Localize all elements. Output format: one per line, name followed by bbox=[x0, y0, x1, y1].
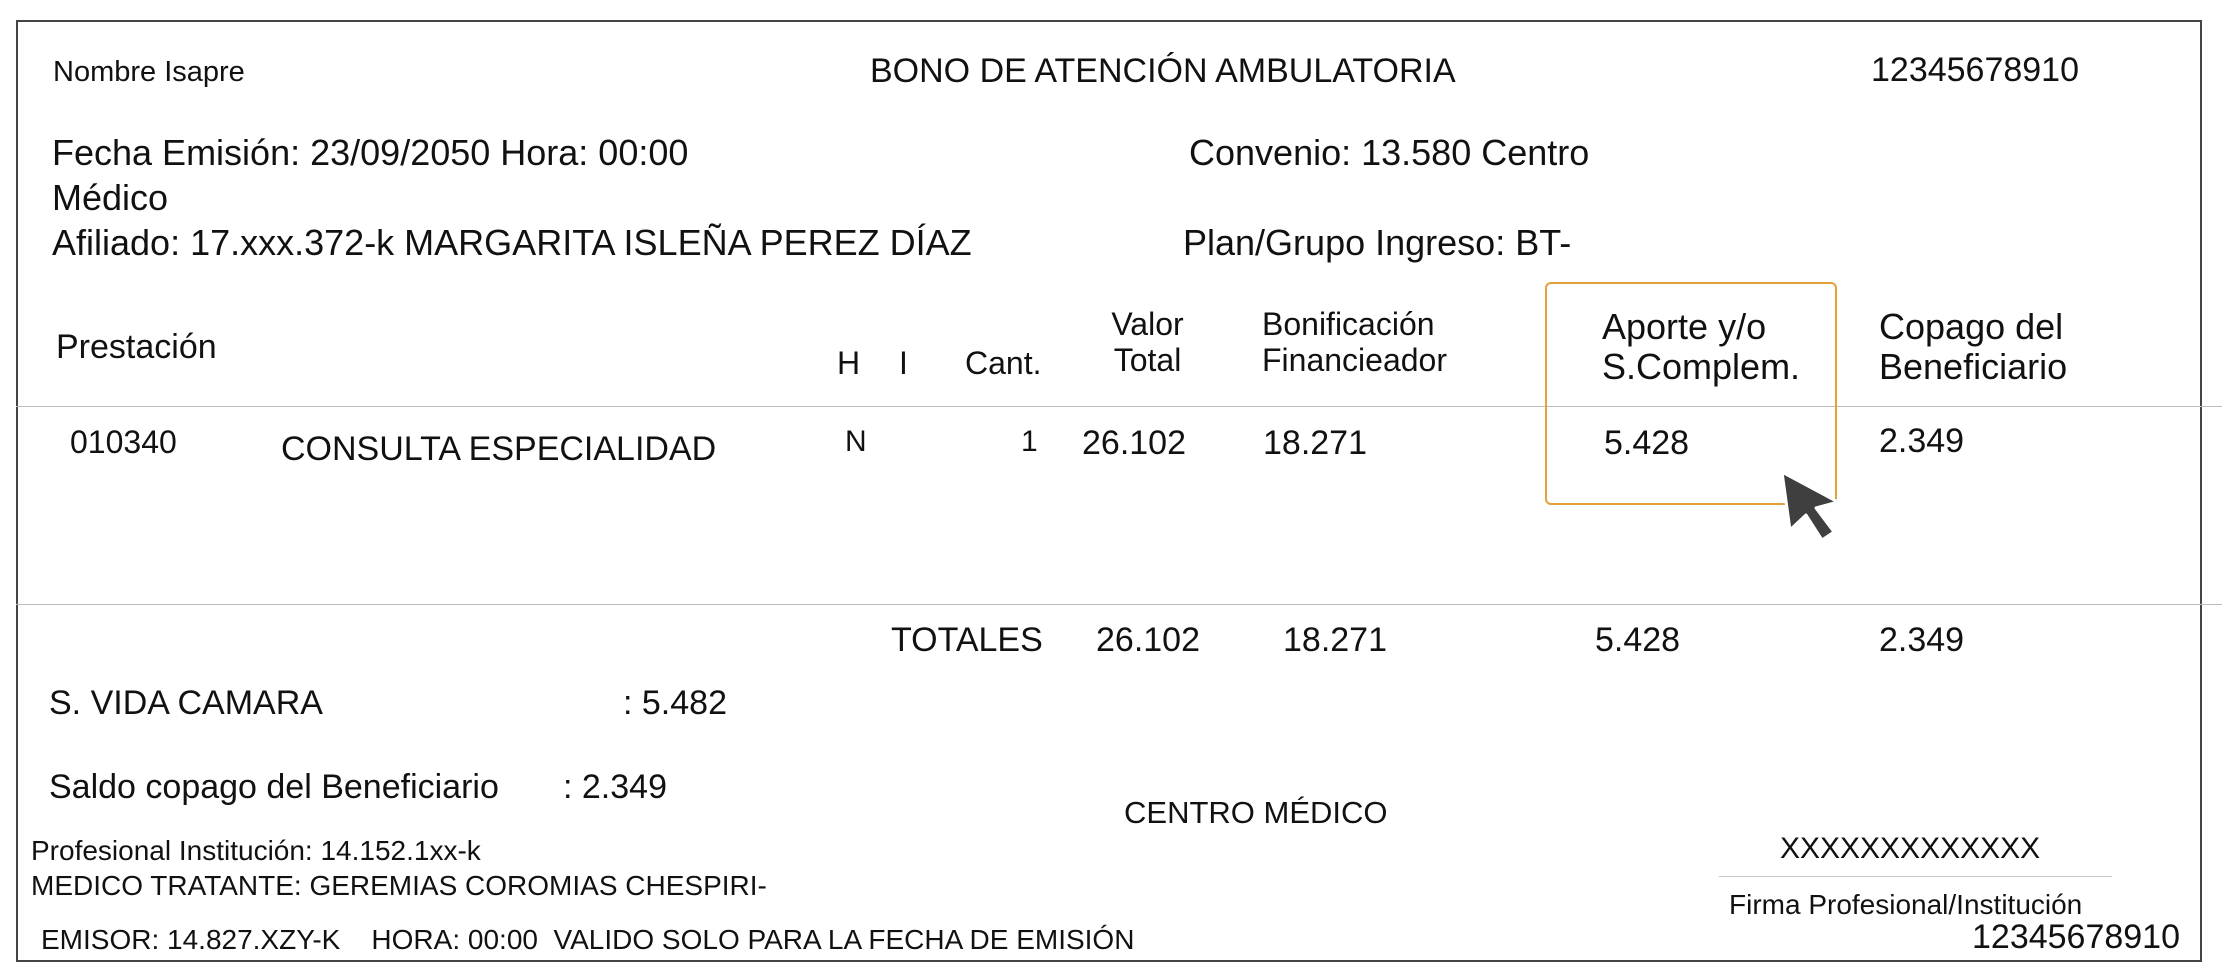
folio-number: 12345678910 bbox=[1871, 51, 2080, 89]
plan-line: Plan/Grupo Ingreso: BT- bbox=[1183, 222, 1572, 263]
totals-label: TOTALES bbox=[891, 621, 1043, 659]
folio-number-bottom: 12345678910 bbox=[1972, 918, 2181, 956]
header-prestacion: Prestación bbox=[56, 328, 217, 366]
row-aporte: 5.428 bbox=[1604, 424, 1690, 462]
table-header-divider bbox=[16, 406, 2222, 407]
totals-aporte: 5.428 bbox=[1595, 621, 1681, 659]
convenio-line: Convenio: 13.580 Centro bbox=[1189, 132, 1590, 173]
profesional-institucion: Profesional Institución: 14.152.1xx-k bbox=[31, 835, 481, 866]
row-cant: 1 bbox=[1021, 425, 1038, 458]
row-copago: 2.349 bbox=[1879, 422, 1965, 460]
row-h: N bbox=[845, 425, 867, 458]
aporte-highlight-box bbox=[1545, 282, 1837, 505]
mouse-pointer-icon bbox=[1780, 470, 1840, 542]
saldo-copago-value: : 2.349 bbox=[563, 768, 667, 806]
document-title: BONO DE ATENCIÓN AMBULATORIA bbox=[870, 52, 1456, 90]
header-valor-total: Valor Total bbox=[1111, 306, 1184, 378]
isapre-name: Nombre Isapre bbox=[53, 56, 245, 88]
centro-medico: CENTRO MÉDICO bbox=[1124, 795, 1388, 830]
emission-line: Fecha Emisión: 23/09/2050 Hora: 00:00 bbox=[52, 132, 689, 173]
medico-tratante: MEDICO TRATANTE: GEREMIAS COROMIAS CHESP… bbox=[31, 870, 767, 901]
bono-document bbox=[16, 20, 2202, 962]
header-h: H bbox=[837, 345, 861, 381]
row-valor-total: 26.102 bbox=[1082, 424, 1186, 462]
signature-placeholder: XXXXXXXXXXXXX bbox=[1780, 832, 2041, 865]
header-i: I bbox=[899, 345, 908, 381]
medico-line: Médico bbox=[52, 177, 169, 218]
header-copago: Copago del Beneficiario bbox=[1879, 306, 2068, 388]
signature-line bbox=[1719, 876, 2112, 877]
row-bonificacion: 18.271 bbox=[1263, 424, 1367, 462]
header-aporte: Aporte y/o S.Complem. bbox=[1602, 306, 1801, 388]
totals-valor-total: 26.102 bbox=[1096, 621, 1200, 659]
header-cant: Cant. bbox=[965, 345, 1042, 381]
emisor-line: EMISOR: 14.827.XZY-K HORA: 00:00 VALIDO … bbox=[41, 924, 1135, 955]
vida-camara-value: : 5.482 bbox=[623, 684, 727, 722]
signature-label: Firma Profesional/Institución bbox=[1729, 889, 2083, 920]
table-body-divider bbox=[16, 604, 2222, 605]
totals-bonificacion: 18.271 bbox=[1283, 621, 1387, 659]
totals-copago: 2.349 bbox=[1879, 621, 1965, 659]
vida-camara-label: S. VIDA CAMARA bbox=[49, 684, 323, 722]
header-bonificacion: Bonificación Financieador bbox=[1262, 306, 1447, 378]
row-code: 010340 bbox=[70, 424, 177, 460]
saldo-copago-label: Saldo copago del Beneficiario bbox=[49, 768, 499, 806]
row-description: CONSULTA ESPECIALIDAD bbox=[281, 430, 717, 468]
affiliate-line: Afiliado: 17.xxx.372-k MARGARITA ISLEÑA … bbox=[52, 222, 972, 263]
